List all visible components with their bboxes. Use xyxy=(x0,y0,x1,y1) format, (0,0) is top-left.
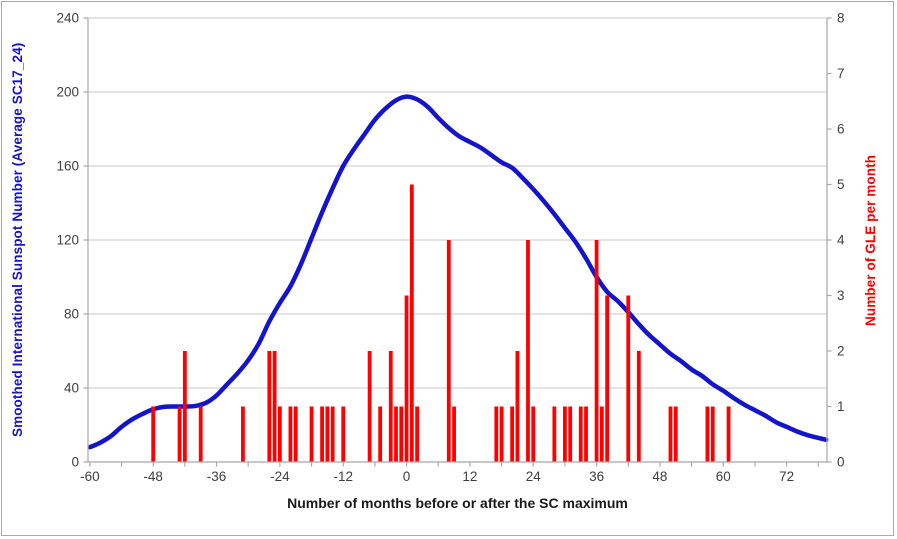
gle-bar xyxy=(177,406,182,462)
gle-bar xyxy=(182,351,187,462)
right-tick-label: 7 xyxy=(837,66,845,81)
x-tick-label: -24 xyxy=(270,469,290,484)
gle-bar xyxy=(378,406,383,462)
x-tick-label: 48 xyxy=(652,469,667,484)
tick-marks xyxy=(83,17,832,467)
left-tick-label: 160 xyxy=(56,159,79,174)
right-tick-label: 8 xyxy=(837,11,845,26)
gle-bar xyxy=(673,406,678,462)
gle-bar xyxy=(415,406,420,462)
left-tick-label: 40 xyxy=(64,381,79,396)
right-tick-label: 3 xyxy=(837,288,845,303)
gle-bar xyxy=(267,351,272,462)
gle-bar xyxy=(241,406,245,462)
right-tick-label: 6 xyxy=(837,122,845,137)
gle-bar xyxy=(510,406,515,462)
x-tick-label: -12 xyxy=(333,469,353,484)
x-tick-label: 72 xyxy=(779,469,794,484)
left-tick-label: 200 xyxy=(56,85,79,100)
gle-bar xyxy=(325,406,330,462)
gle-bar xyxy=(563,406,567,462)
gle-bar xyxy=(578,406,583,462)
gle-bar xyxy=(605,295,610,462)
gle-bar xyxy=(151,406,156,462)
gle-bar xyxy=(705,406,710,462)
sunspot-line xyxy=(87,94,829,450)
gle-bar xyxy=(309,406,314,462)
gle-bar xyxy=(394,406,398,462)
gle-bar xyxy=(272,351,277,462)
gle-bar xyxy=(636,351,641,462)
right-tick-label: 2 xyxy=(837,344,845,359)
gle-bar xyxy=(584,406,588,462)
gle-bar xyxy=(367,351,372,462)
gle-bar xyxy=(626,295,631,462)
gle-bar xyxy=(494,406,499,462)
gle-bar xyxy=(552,406,557,462)
left-tick-label: 80 xyxy=(64,307,79,322)
gle-bar xyxy=(341,406,346,462)
right-tick-label: 0 xyxy=(837,455,845,470)
right-tick-label: 5 xyxy=(837,177,845,192)
gridlines xyxy=(88,17,827,389)
gle-bar xyxy=(288,406,293,462)
gle-bar xyxy=(668,406,673,462)
gle-bar xyxy=(277,406,282,462)
gle-bar xyxy=(293,406,298,462)
gle-bar xyxy=(599,406,604,462)
gle-bar xyxy=(710,406,715,462)
left-tick-label: 0 xyxy=(71,455,79,470)
tick-labels: -60 -48 -36 -24 -12 0 12 24 36 48 60 72040801201602… xyxy=(56,11,845,484)
gle-bar xyxy=(594,240,599,462)
left-tick-label: 120 xyxy=(56,233,79,248)
x-tick-label: -36 xyxy=(207,469,227,484)
x-tick-label: -60 xyxy=(80,469,100,484)
gle-bar xyxy=(320,406,324,462)
x-tick-label: -48 xyxy=(143,469,163,484)
x-tick-label: 60 xyxy=(716,469,731,484)
gle-bar xyxy=(330,406,335,462)
x-tick-label: 24 xyxy=(526,469,542,484)
gle-bars xyxy=(151,184,731,462)
x-tick-label: 12 xyxy=(462,469,477,484)
gle-bar xyxy=(726,406,731,462)
x-axis-title: Number of months before or after the SC … xyxy=(287,495,628,511)
gle-bar xyxy=(409,184,414,462)
gle-bar xyxy=(452,406,456,462)
x-tick-label: 36 xyxy=(589,469,604,484)
gle-bar xyxy=(198,406,203,462)
gle-bar xyxy=(446,240,451,462)
gle-bar xyxy=(515,351,520,462)
gle-bar xyxy=(568,406,573,462)
x-tick-label: 0 xyxy=(403,469,411,484)
gle-bar xyxy=(404,295,409,462)
left-tick-label: 240 xyxy=(56,11,79,26)
gle-bar xyxy=(388,351,393,462)
gle-bar xyxy=(526,240,530,462)
gle-bar xyxy=(399,406,404,462)
gle-bar xyxy=(499,406,504,462)
right-tick-label: 4 xyxy=(837,233,845,248)
gle-bar xyxy=(531,406,536,462)
right-tick-label: 1 xyxy=(837,399,845,414)
